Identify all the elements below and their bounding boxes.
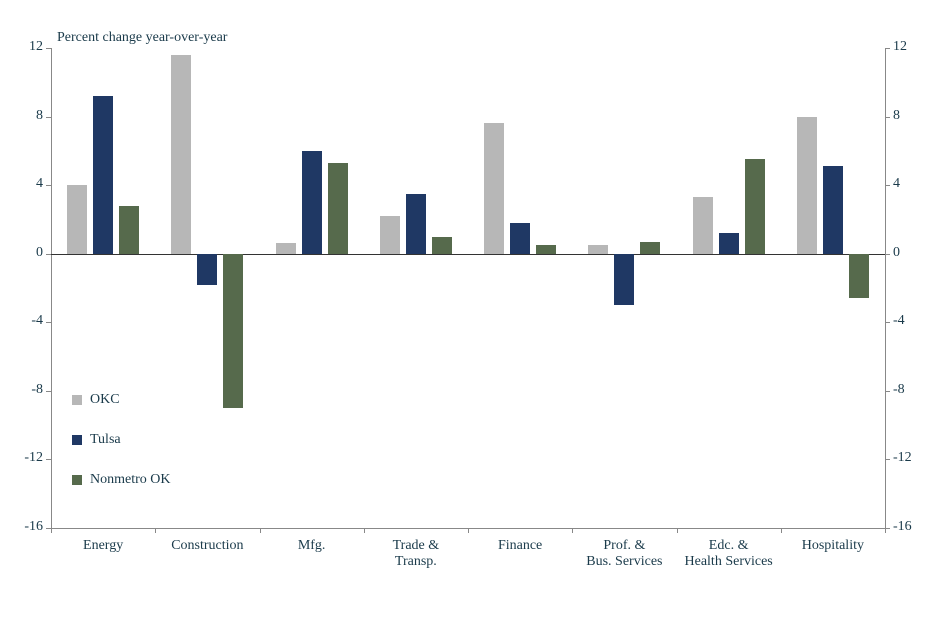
bar	[510, 223, 530, 254]
bar	[302, 151, 322, 254]
bar	[93, 96, 113, 254]
bar	[432, 237, 452, 254]
ytick-left: 0	[36, 245, 43, 261]
ytick-right: 4	[893, 176, 900, 192]
bar	[588, 245, 608, 254]
bar	[745, 159, 765, 253]
category-label: Finance	[468, 538, 572, 554]
bar	[849, 254, 869, 299]
bar	[119, 206, 139, 254]
bar	[171, 55, 191, 254]
ytick-right: -4	[893, 313, 905, 329]
bar	[640, 242, 660, 254]
ytick-left: -16	[24, 519, 43, 535]
bar	[197, 254, 217, 285]
bar	[719, 233, 739, 254]
bar	[484, 123, 504, 253]
legend-swatch	[72, 395, 82, 405]
legend-label: Tulsa	[90, 432, 121, 448]
ytick-left: 8	[36, 108, 43, 124]
ytick-left: 12	[29, 39, 43, 55]
ytick-right: -16	[893, 519, 912, 535]
legend-swatch	[72, 435, 82, 445]
ytick-left: 4	[36, 176, 43, 192]
bar	[797, 117, 817, 254]
ytick-left: -12	[24, 450, 43, 466]
bar	[693, 197, 713, 254]
legend-swatch	[72, 475, 82, 485]
bar	[614, 254, 634, 305]
ytick-right: -12	[893, 450, 912, 466]
bar	[328, 163, 348, 254]
category-label: Edc. &Health Services	[677, 538, 781, 570]
category-label: Energy	[51, 538, 155, 554]
legend-label: Nonmetro OK	[90, 472, 171, 488]
legend-label: OKC	[90, 392, 120, 408]
category-label: Construction	[155, 538, 259, 554]
bar	[67, 185, 87, 254]
ytick-right: -8	[893, 382, 905, 398]
category-label: Hospitality	[781, 538, 885, 554]
chart-subtitle: Percent change year-over-year	[57, 30, 227, 46]
ytick-right: 8	[893, 108, 900, 124]
bar	[823, 166, 843, 253]
ytick-left: -4	[31, 313, 43, 329]
bar	[223, 254, 243, 408]
ytick-left: -8	[31, 382, 43, 398]
chart-legend: OKC Tulsa Nonmetro OK	[72, 392, 212, 512]
legend-item: Tulsa	[72, 432, 212, 448]
category-label: Mfg.	[260, 538, 364, 554]
legend-item: OKC	[72, 392, 212, 408]
bar	[380, 216, 400, 254]
ytick-right: 0	[893, 245, 900, 261]
legend-item: Nonmetro OK	[72, 472, 212, 488]
ytick-right: 12	[893, 39, 907, 55]
category-label: Trade &Transp.	[364, 538, 468, 570]
bar	[276, 243, 296, 253]
bar	[536, 245, 556, 254]
bar	[406, 194, 426, 254]
category-label: Prof. &Bus. Services	[572, 538, 676, 570]
